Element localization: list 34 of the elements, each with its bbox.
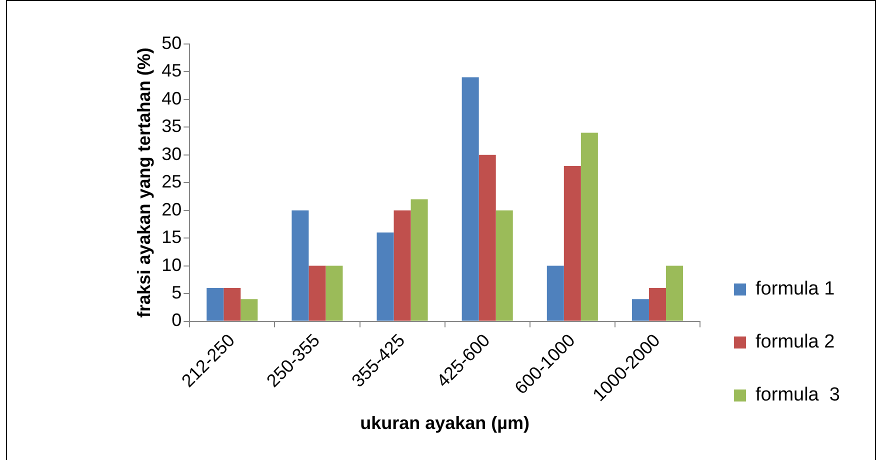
bar xyxy=(394,210,411,321)
y-tick-label: 30 xyxy=(162,144,182,164)
bar xyxy=(648,288,666,321)
y-tick-label: 40 xyxy=(162,88,182,108)
bar xyxy=(206,288,224,321)
y-tick-label: 5 xyxy=(172,282,182,302)
bar xyxy=(376,232,394,321)
bar xyxy=(666,266,684,321)
y-tick-label: 35 xyxy=(162,116,182,136)
y-tick-label: 15 xyxy=(162,227,182,248)
bar xyxy=(410,199,428,321)
bar xyxy=(478,154,496,321)
y-tick-label: 45 xyxy=(162,60,182,81)
y-tick-label: 50 xyxy=(162,32,182,53)
bar xyxy=(580,132,598,321)
y-axis-title: fraksi ayakan yang tertahan (%) xyxy=(134,48,154,318)
y-tick-label: 10 xyxy=(162,254,182,275)
bar xyxy=(308,266,326,321)
y-tick-label: 20 xyxy=(162,199,182,220)
bar xyxy=(462,77,479,321)
bar xyxy=(496,210,513,321)
bar xyxy=(326,266,343,321)
legend-label: formula 3 xyxy=(756,384,840,406)
legend-label: formula 1 xyxy=(756,278,835,300)
bar xyxy=(632,299,649,321)
legend-label: formula 2 xyxy=(756,332,835,353)
y-tick-label: 0 xyxy=(172,310,182,330)
x-axis-title: ukuran ayakan (µm) xyxy=(360,413,530,434)
bar xyxy=(292,210,309,321)
bar xyxy=(564,166,581,321)
bar xyxy=(240,299,258,321)
bar xyxy=(546,266,564,321)
y-tick-label: 25 xyxy=(162,172,182,192)
bar xyxy=(224,288,241,321)
